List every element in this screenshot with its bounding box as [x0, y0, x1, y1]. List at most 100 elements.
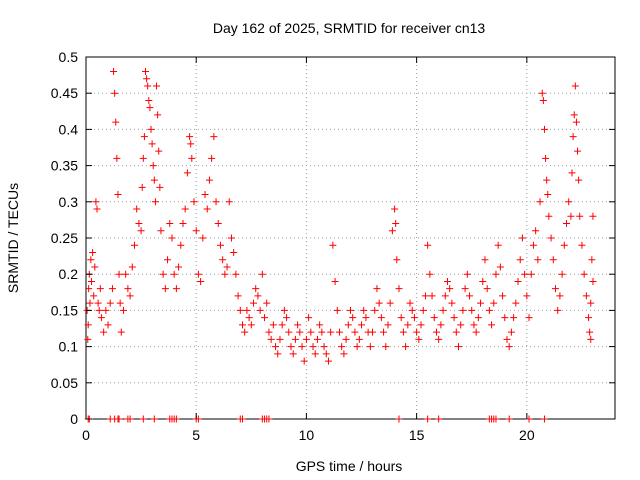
data-point	[147, 125, 155, 133]
data-point	[135, 220, 143, 228]
data-point	[415, 335, 423, 343]
data-point	[588, 256, 596, 264]
data-point	[145, 96, 153, 104]
data-point	[455, 343, 463, 351]
data-point	[84, 335, 92, 343]
data-point	[210, 133, 218, 141]
data-point	[227, 234, 235, 242]
data-point	[164, 256, 172, 264]
data-point	[302, 335, 310, 343]
data-point	[569, 133, 577, 141]
data-point	[587, 335, 595, 343]
data-point	[104, 321, 112, 329]
data-point	[272, 343, 280, 351]
data-point	[114, 191, 122, 199]
data-point	[322, 350, 330, 358]
grid-lines	[86, 57, 615, 419]
data-point	[492, 270, 500, 278]
data-point	[278, 321, 286, 329]
data-point	[485, 306, 493, 314]
data-point	[311, 350, 319, 358]
data-point	[287, 343, 295, 351]
data-point	[494, 241, 502, 249]
data-point	[459, 306, 467, 314]
data-point	[563, 220, 571, 228]
data-point	[146, 104, 154, 112]
data-point	[116, 299, 124, 307]
y-tick-label: 0.25	[51, 230, 78, 246]
data-point	[296, 328, 304, 336]
data-point	[369, 328, 377, 336]
data-point	[544, 191, 552, 199]
data-point	[532, 227, 540, 235]
data-point	[443, 277, 451, 285]
data-point	[586, 328, 594, 336]
data-point	[90, 292, 98, 300]
zero-data-point	[492, 415, 500, 423]
data-point	[446, 285, 454, 293]
data-point	[161, 285, 169, 293]
data-point	[205, 176, 213, 184]
data-point	[395, 285, 403, 293]
data-point	[91, 263, 99, 271]
data-point	[545, 212, 553, 220]
data-point	[153, 82, 161, 90]
data-point	[521, 270, 529, 278]
data-point	[580, 270, 588, 278]
data-point	[156, 183, 164, 191]
data-point	[402, 343, 410, 351]
x-axis-label: GPS time / hours	[296, 458, 403, 474]
data-point	[157, 227, 165, 235]
data-point	[96, 285, 104, 293]
zero-data-point	[115, 415, 123, 423]
data-point	[179, 220, 187, 228]
data-point	[424, 241, 432, 249]
data-point	[575, 176, 583, 184]
data-point	[435, 335, 443, 343]
data-point	[208, 154, 216, 162]
zero-data-point	[505, 415, 513, 423]
y-axis-label: SRMTID / TECUs	[5, 183, 21, 293]
y-tick-label: 0.15	[51, 302, 78, 318]
data-point	[589, 212, 597, 220]
data-point	[527, 270, 535, 278]
data-point	[203, 205, 211, 213]
data-point	[351, 328, 359, 336]
y-tick-label: 0	[70, 411, 78, 427]
data-point	[340, 350, 348, 358]
data-point	[94, 299, 102, 307]
data-point	[192, 227, 200, 235]
data-point	[388, 227, 396, 235]
data-point	[307, 328, 315, 336]
data-point	[225, 198, 233, 206]
data-point	[269, 321, 277, 329]
data-point	[112, 118, 120, 126]
data-point	[309, 343, 317, 351]
data-point	[84, 321, 92, 329]
y-tick-label: 0.35	[51, 158, 78, 174]
data-point	[461, 285, 469, 293]
data-point	[241, 328, 249, 336]
data-point	[267, 335, 275, 343]
x-tick-label: 5	[192, 427, 200, 443]
data-point	[477, 299, 485, 307]
data-point	[560, 241, 568, 249]
data-point	[568, 169, 576, 177]
data-point	[243, 306, 251, 314]
data-point	[538, 89, 546, 97]
data-point	[587, 299, 595, 307]
data-point	[201, 191, 209, 199]
data-point	[316, 321, 324, 329]
data-point	[168, 234, 176, 242]
data-point	[291, 335, 299, 343]
data-point	[92, 198, 100, 206]
data-point	[254, 292, 262, 300]
data-point	[144, 82, 152, 90]
data-point	[373, 285, 381, 293]
data-point	[362, 314, 370, 322]
data-point	[377, 314, 385, 322]
data-point	[523, 292, 531, 300]
data-point	[408, 306, 416, 314]
data-point	[472, 328, 480, 336]
